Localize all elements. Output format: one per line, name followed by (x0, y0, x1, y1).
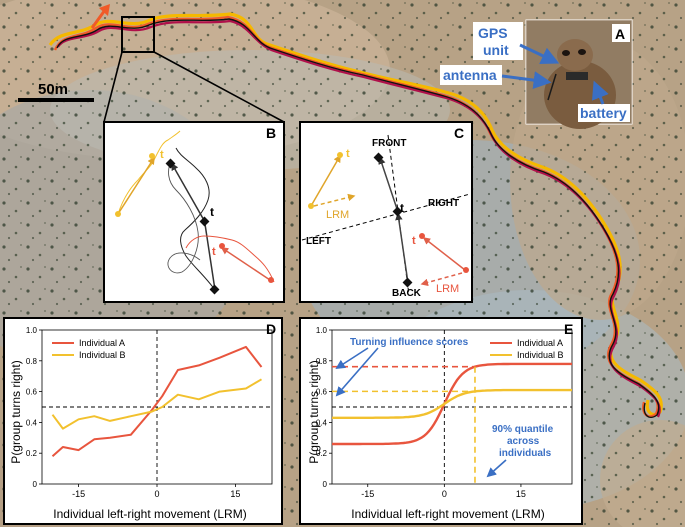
left-right-axis (301, 193, 471, 241)
meerkat-head (557, 39, 593, 71)
quantile-annotation-line1: 90% quantile (492, 424, 554, 435)
chart-e-legend-label: Individual A (517, 338, 563, 348)
focal-movement-arrow (171, 162, 206, 223)
yellow-movement-arrow (310, 154, 341, 207)
front-label: FRONT (372, 138, 406, 149)
focal-back-segment (204, 223, 216, 291)
chart-e-series-a-curve (332, 362, 572, 446)
red-path (185, 235, 275, 283)
battery-label: battery (580, 105, 627, 121)
red-t-marker: t (212, 246, 216, 258)
yellow-t-marker: t (160, 149, 164, 161)
panel-a-letter: A (615, 26, 625, 42)
gps-label-line1: GPS (478, 25, 508, 41)
chart-e-plot: 0 0.2 0.4 0.6 0.8 1.0 -15 0 15 Individual A Indivi… (316, 326, 573, 499)
back-label: BACK (392, 288, 422, 299)
chart-d-ylabel: P(group turns right) (9, 360, 23, 463)
red-lrm-label: LRM (436, 283, 459, 295)
focal-t-marker: t (210, 205, 214, 219)
chart-d-series-b-line (51, 378, 263, 430)
chart-e-ytick-label: 0.4 (316, 418, 328, 427)
chart-d-legend-label: Individual A (79, 338, 125, 348)
chart-d-ytick-label: 0 (33, 480, 38, 489)
panel-d: D 0 0.2 0.4 0.6 0.8 1.0 -15 0 15 Individual A Indi… (3, 317, 283, 525)
left-label: LEFT (306, 236, 331, 247)
panel-c-letter: C (454, 125, 464, 141)
chart-e-xtick-label: -15 (361, 489, 374, 499)
red-t-marker: t (412, 235, 416, 247)
chart-e-series-b-curve (332, 388, 572, 419)
red-movement-arrow (220, 247, 271, 281)
track-black (56, 18, 660, 419)
chart-d-series-a-line (51, 345, 263, 458)
panel-e: E 0 0.2 0.4 0.6 0.8 1.0 -15 0 15 Individual A Indi… (299, 317, 583, 525)
track-yellow (48, 12, 663, 416)
focal-t-marker: t (400, 201, 404, 215)
chart-e-ytick-label: 0.2 (316, 449, 328, 458)
scale-label: 50m (38, 81, 68, 98)
panel-b: B t t t (103, 121, 285, 303)
chart-e-ytick-label: 0.6 (316, 388, 328, 397)
yellow-movement-arrow (117, 156, 155, 215)
chart-d-legend-label: Individual B (79, 350, 126, 360)
panel-b-letter: B (266, 125, 276, 141)
chart-d-ytick-label: 1.0 (26, 326, 38, 335)
chart-e-legend-label: Individual B (517, 350, 564, 360)
panel-c: C FRONT RIGHT LEFT BACK t t LRM t LRM (299, 121, 473, 303)
antenna-label: antenna (443, 67, 497, 83)
track-start-arrowhead (99, 4, 110, 16)
red-movement-arrow (422, 237, 466, 271)
gps-label-line2: unit (483, 42, 509, 58)
gps-collar (566, 72, 588, 80)
panel-a-annotations: GPS unit antenna battery (440, 22, 630, 122)
quantile-annotation-line3: individuals (499, 448, 552, 459)
yellow-path (117, 130, 181, 215)
zoom-indicator (103, 16, 285, 123)
chart-e-ytick-label: 1.0 (316, 326, 328, 335)
chart-d-xtick-label: 15 (230, 489, 240, 499)
chart-d-xtick-label: 0 (154, 489, 159, 499)
chart-d-ytick-label: 0.2 (26, 449, 38, 458)
chart-d-ytick-label: 0.8 (26, 357, 38, 366)
chart-d-ytick-label: 0.6 (26, 388, 38, 397)
chart-e-ytick-label: 0 (323, 480, 328, 489)
focal-back-arrow (395, 212, 409, 284)
quantile-annotation-line2: across (507, 436, 540, 447)
chart-d-plot: 0 0.2 0.4 0.6 0.8 1.0 -15 0 15 Individual A Indivi… (26, 326, 273, 499)
black-path-1 (175, 147, 216, 291)
chart-e-ylabel: P(group turns right) (307, 360, 321, 463)
scale-bar: 50m (18, 81, 94, 102)
black-path-2 (167, 159, 201, 274)
gps-tracks (48, 4, 663, 419)
antenna-wire (547, 73, 557, 101)
chart-e-ytick-label: 0.8 (316, 357, 328, 366)
yellow-lrm-label: LRM (326, 209, 349, 221)
chart-e-xtick-label: 0 (442, 489, 447, 499)
panel-d-letter: D (266, 321, 276, 337)
chart-e-xtick-label: 15 (516, 489, 526, 499)
chart-d-xtick-label: -15 (72, 489, 85, 499)
right-label: RIGHT (428, 198, 459, 209)
chart-d-ytick-label: 0.4 (26, 418, 38, 427)
focal-front-arrow (378, 156, 399, 213)
panel-e-letter: E (564, 321, 573, 337)
chart-e-xlabel: Individual left-right movement (LRM) (351, 507, 544, 521)
yellow-t-marker: t (346, 148, 350, 160)
turning-influence-annotation: Turning influence scores (350, 337, 469, 348)
chart-d-xlabel: Individual left-right movement (LRM) (53, 507, 246, 521)
track-start-arrow (90, 9, 107, 29)
